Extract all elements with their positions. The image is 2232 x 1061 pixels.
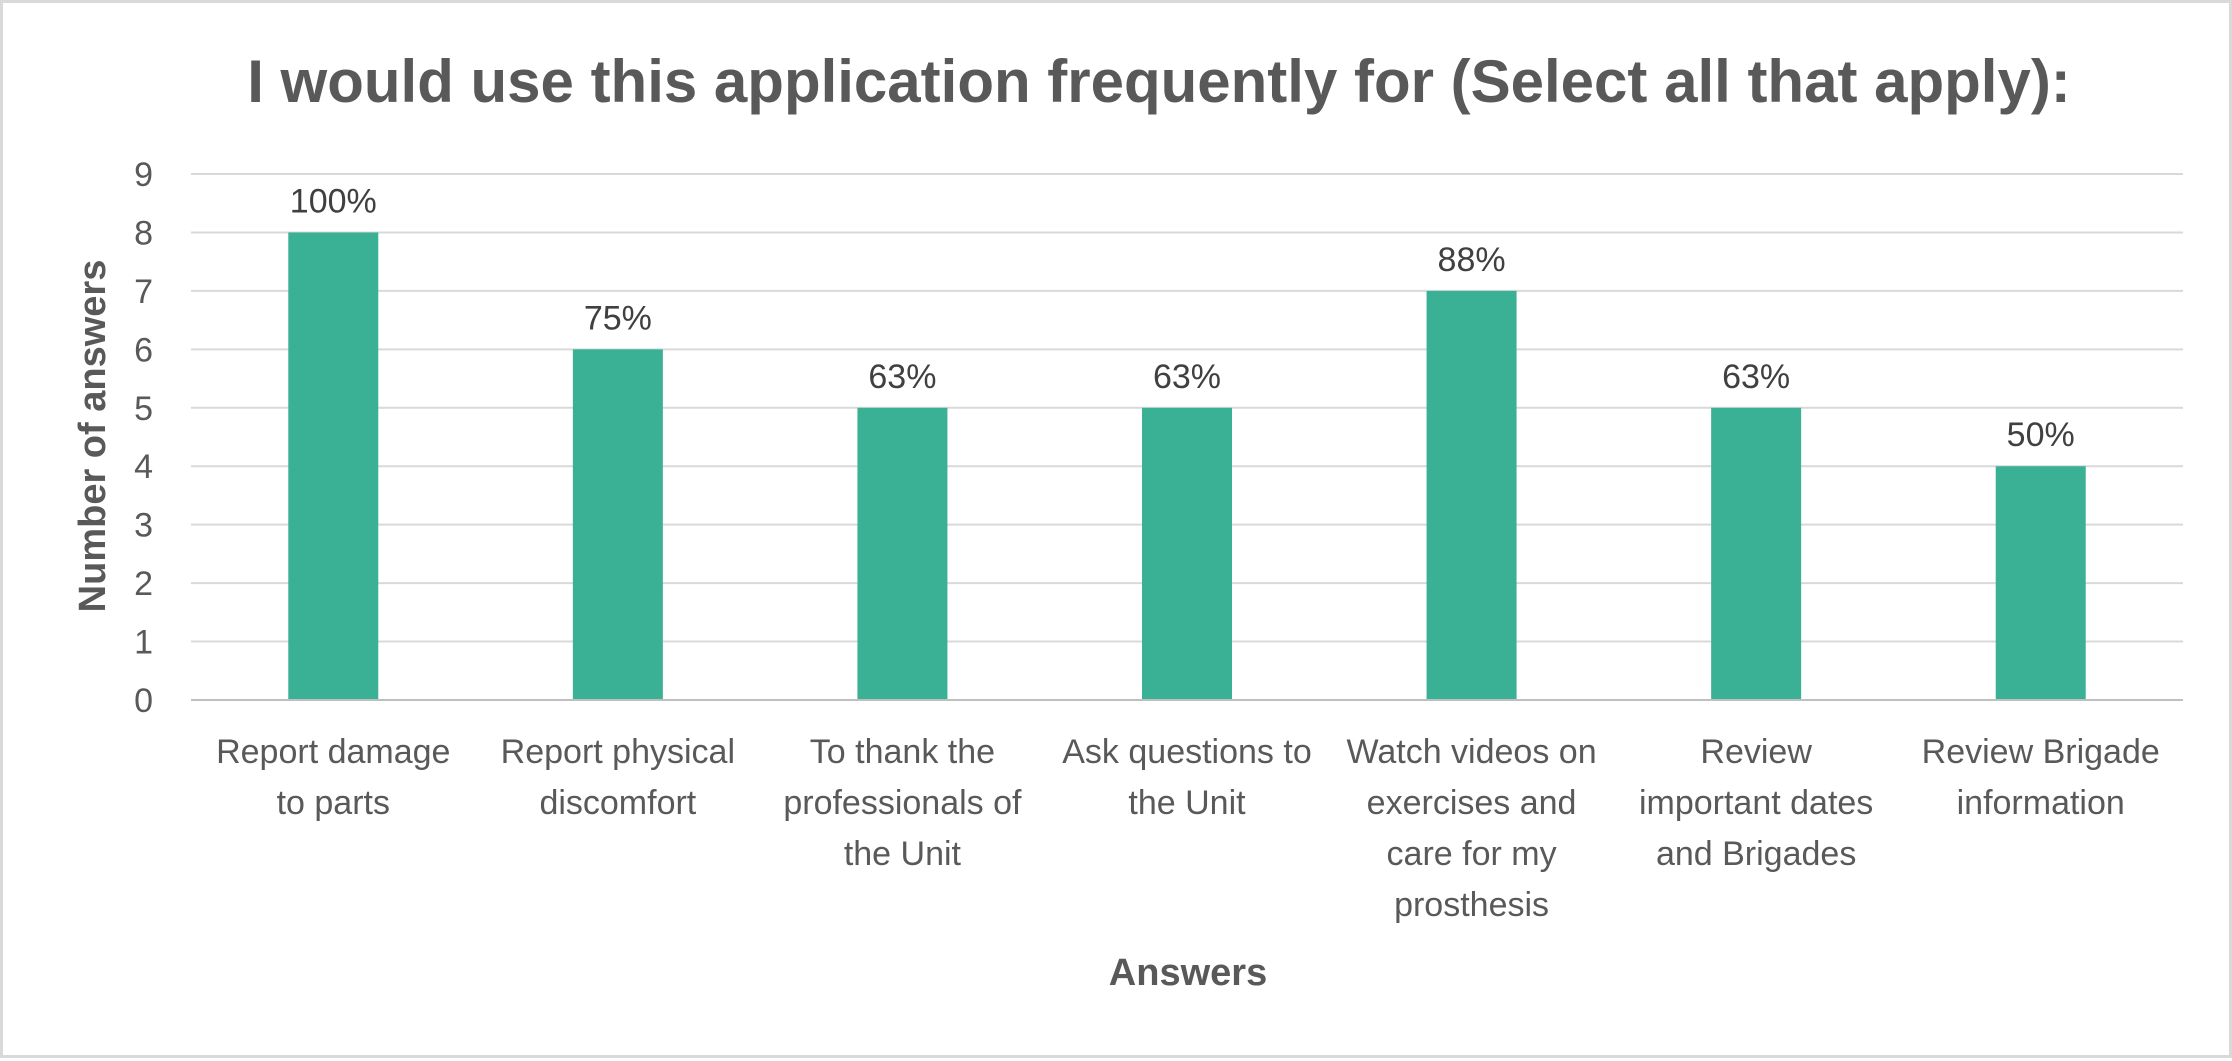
bar xyxy=(1711,407,1802,700)
category-label-line: Report physical xyxy=(501,733,735,771)
data-label: 100% xyxy=(290,182,377,220)
category-label-line: the Unit xyxy=(844,835,962,873)
category-label-line: and Brigades xyxy=(1656,835,1856,873)
data-label: 63% xyxy=(868,358,936,396)
y-tick-label: 8 xyxy=(134,214,153,252)
bar xyxy=(1995,466,2086,700)
category-label-line: to parts xyxy=(277,784,390,822)
data-label: 50% xyxy=(2007,416,2075,454)
category-label-line: Review Brigade xyxy=(1922,733,2160,771)
category-label-line: important dates xyxy=(1639,784,1873,822)
category-label: Review Brigade information xyxy=(1922,733,2160,822)
bar xyxy=(572,349,663,700)
category-label-line: information xyxy=(1957,784,2125,822)
bars xyxy=(288,232,2086,700)
bar xyxy=(857,407,948,700)
category-label-line: care for my xyxy=(1387,835,1557,873)
y-tick-label: 2 xyxy=(134,565,153,603)
category-label: Watch videos on exercises and care for my p… xyxy=(1347,733,1597,924)
category-label-line: Report damage xyxy=(216,733,450,771)
y-axis-title: Number of answers xyxy=(72,260,114,613)
category-label: Ask questions to the Unit xyxy=(1062,733,1311,822)
bar xyxy=(1142,407,1232,700)
category-label-line: Review xyxy=(1700,733,1812,771)
y-tick-label: 5 xyxy=(134,390,153,428)
y-tick-label: 0 xyxy=(134,682,153,720)
bar-chart: I would use this application frequently … xyxy=(72,48,2183,994)
y-tick-label: 4 xyxy=(134,448,153,486)
y-tick-label: 1 xyxy=(134,624,153,662)
category-label-line: professionals of xyxy=(783,784,1022,822)
bar xyxy=(288,232,379,700)
category-label-line: To thank the xyxy=(810,733,995,771)
data-label: 63% xyxy=(1153,358,1221,396)
y-axis-ticks: 0 1 2 3 4 5 6 7 8 9 xyxy=(134,156,153,720)
y-tick-label: 7 xyxy=(134,273,153,311)
category-label-line: Ask questions to xyxy=(1062,733,1311,771)
category-label: Report physical discomfort xyxy=(501,733,735,822)
category-label-line: exercises and xyxy=(1367,784,1577,822)
category-label-line: Watch videos on xyxy=(1347,733,1597,771)
y-tick-label: 3 xyxy=(134,507,153,545)
chart-title: I would use this application frequently … xyxy=(247,48,2071,115)
category-label: Review important dates and Brigades xyxy=(1639,733,1873,873)
category-label: To thank the professionals of the Unit xyxy=(783,733,1022,873)
y-tick-label: 6 xyxy=(134,331,153,369)
x-axis-title: Answers xyxy=(1109,952,1267,994)
category-label: Report damage to parts xyxy=(216,733,450,822)
data-labels: 100% 75% 63% 63% 88% 63% 50% xyxy=(290,182,2075,454)
category-label-line: discomfort xyxy=(539,784,696,822)
category-labels: Report damage to parts Report physical disc… xyxy=(216,733,2160,924)
category-label-line: prosthesis xyxy=(1394,886,1549,924)
data-label: 75% xyxy=(584,299,652,337)
bar xyxy=(1426,290,1517,700)
y-tick-label: 9 xyxy=(134,156,153,194)
data-label: 88% xyxy=(1438,241,1506,279)
category-label-line: the Unit xyxy=(1128,784,1246,822)
data-label: 63% xyxy=(1722,358,1790,396)
